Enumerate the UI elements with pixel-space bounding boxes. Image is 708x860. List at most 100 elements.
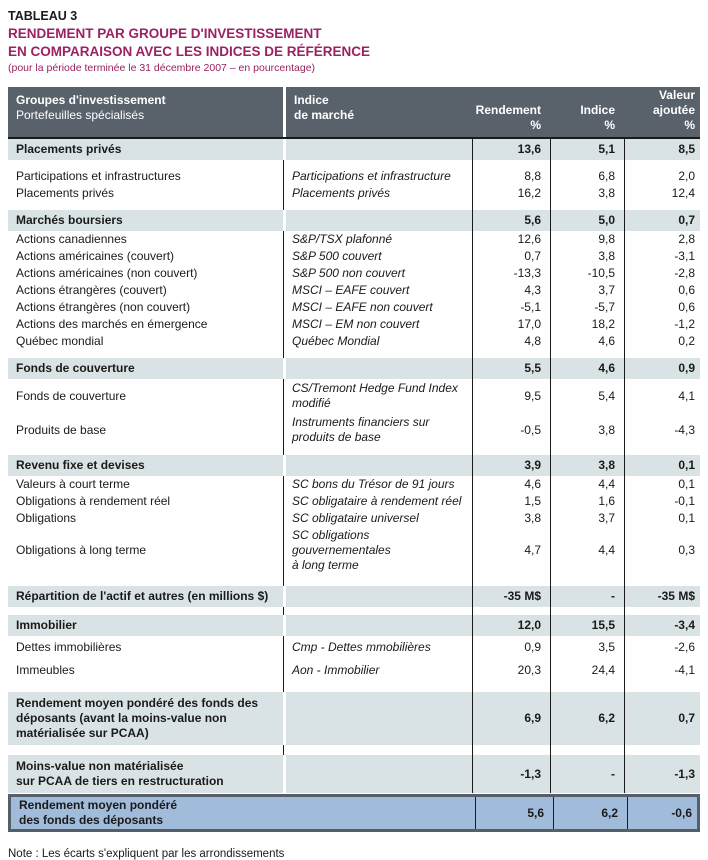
index-value: [550, 574, 624, 587]
index-value: 3,8: [550, 455, 624, 477]
market-index-name: [283, 682, 472, 693]
added-value: 0,9: [624, 358, 700, 380]
portfolio-name: Actions des marchés en émergence: [16, 317, 208, 332]
market-index-name: Aon - Immobilier: [283, 659, 472, 683]
market-index-name: [286, 797, 475, 829]
market-index-name: [283, 447, 472, 456]
return-value: 13,6: [472, 139, 550, 161]
market-index-name: S&P 500 couvert: [283, 248, 472, 266]
return-value: 20,3: [472, 659, 550, 683]
index-value: [550, 350, 624, 359]
market-index-name: Placements privés: [283, 185, 472, 203]
return-value: -13,3: [472, 265, 550, 283]
portfolio-name: Dettes immobilières: [16, 640, 122, 655]
index-value: 4,6: [550, 333, 624, 351]
return-value: -35 M$: [472, 586, 550, 608]
index-value: 1,6: [550, 493, 624, 511]
market-index-name: [283, 350, 472, 359]
index-value: 4,4: [550, 476, 624, 494]
item-row: Fonds de couverture CS/Tremont Hedge Fund…: [8, 379, 700, 414]
portfolio-name: [8, 607, 283, 615]
added-value: [624, 202, 700, 211]
header-col-return: Rendement %: [472, 87, 550, 137]
spacer-row: [8, 447, 700, 456]
added-value: -1,3: [624, 755, 700, 794]
index-value: [550, 607, 624, 616]
return-value: 1,5: [472, 493, 550, 511]
index-value: [550, 682, 624, 693]
added-value: -3,4: [624, 615, 700, 637]
header-col-added-value: Valeur ajoutée %: [624, 87, 700, 137]
section-row: Marchés boursiers 5,6 5,0 0,7: [8, 210, 700, 232]
market-index-name: Cmp - Dettes mmobilières: [283, 636, 472, 660]
market-index-name: [283, 607, 472, 616]
section-row: Moins-value non matérialisée sur PCAA de …: [8, 755, 700, 794]
portfolio-name: Marchés boursiers: [16, 213, 123, 228]
item-row: Obligations à rendement réel SC obligatai…: [8, 493, 700, 511]
added-value: [624, 447, 700, 456]
index-value: 3,7: [550, 282, 624, 300]
return-value: [472, 350, 550, 359]
total-row: Rendement moyen pondéré des fonds des dép…: [8, 794, 700, 833]
added-value: [624, 574, 700, 587]
index-value: 3,8: [550, 185, 624, 203]
performance-table: Groupes d'investissement Portefeuilles s…: [8, 87, 700, 833]
header-added-percent: %: [684, 118, 695, 133]
index-value: 3,5: [550, 636, 624, 660]
added-value: -35 M$: [624, 586, 700, 608]
return-value: 4,3: [472, 282, 550, 300]
header-added-label: ajoutée: [652, 103, 695, 118]
added-value: -4,1: [624, 659, 700, 683]
header-return-percent: %: [530, 118, 541, 133]
table-body: Placements privés 13,6 5,1 8,5 Participation…: [8, 139, 700, 833]
return-value: [472, 607, 550, 616]
return-value: 6,9: [472, 692, 550, 746]
portfolio-name: Rendement moyen pondéré des fonds des dép…: [19, 798, 178, 828]
added-value: [624, 745, 700, 756]
item-row: Actions canadiennes S&P/TSX plafonné 12,6 9…: [8, 231, 700, 249]
portfolio-name: Obligations à long terme: [16, 543, 147, 558]
return-value: -1,3: [472, 755, 550, 794]
portfolio-name: Obligations: [16, 511, 77, 526]
item-row: Produits de base Instruments financiers s…: [8, 413, 700, 448]
spacer-row: [8, 607, 700, 616]
portfolio-name: Actions américaines (non couvert): [16, 266, 198, 281]
header-market-label: de marché: [294, 108, 355, 123]
portfolio-name: [8, 447, 283, 455]
added-value: -0,1: [624, 493, 700, 511]
index-value: 6,2: [550, 692, 624, 746]
portfolio-name: Québec mondial: [16, 334, 104, 349]
portfolio-name: Actions canadiennes: [16, 232, 127, 247]
added-value: [624, 607, 700, 616]
added-value: 2,0: [624, 168, 700, 186]
portfolio-name: Actions américaines (couvert): [16, 249, 175, 264]
added-value: 0,2: [624, 333, 700, 351]
market-index-name: [283, 574, 472, 587]
portfolio-name: Répartition de l'actif et autres (en mil…: [16, 589, 269, 604]
spacer-row: [8, 350, 700, 359]
added-value: -3,1: [624, 248, 700, 266]
portfolio-name: Participations et infrastructures: [16, 169, 181, 184]
index-value: 5,0: [550, 210, 624, 232]
header-index-label: Indice: [294, 93, 329, 108]
return-value: 4,8: [472, 333, 550, 351]
added-value: 0,1: [624, 476, 700, 494]
portfolio-name: [8, 745, 283, 755]
spacer-row: [8, 682, 700, 693]
table-header: Groupes d'investissement Portefeuilles s…: [8, 87, 700, 140]
market-index-name: [283, 202, 472, 211]
header-right-block: Indice de marché Rendement % Indice % Va…: [286, 87, 700, 138]
market-index-name: [283, 160, 472, 169]
item-row: Obligations SC obligataire universel 3,8 3,…: [8, 510, 700, 528]
return-value: [472, 682, 550, 693]
header-portfolios-label: Portefeuilles spécialisés: [16, 108, 145, 123]
return-value: 3,9: [472, 455, 550, 477]
index-value: 5,4: [550, 379, 624, 414]
added-value: 12,4: [624, 185, 700, 203]
item-row: Dettes immobilières Cmp - Dettes mmobiliè…: [8, 636, 700, 660]
return-value: 4,7: [472, 527, 550, 575]
added-value: 0,7: [624, 210, 700, 232]
added-value: -4,3: [624, 413, 700, 448]
item-row: Placements privés Placements privés 16,2 3,…: [8, 185, 700, 203]
portfolio-name: Rendement moyen pondéré des fonds des dép…: [16, 696, 259, 741]
